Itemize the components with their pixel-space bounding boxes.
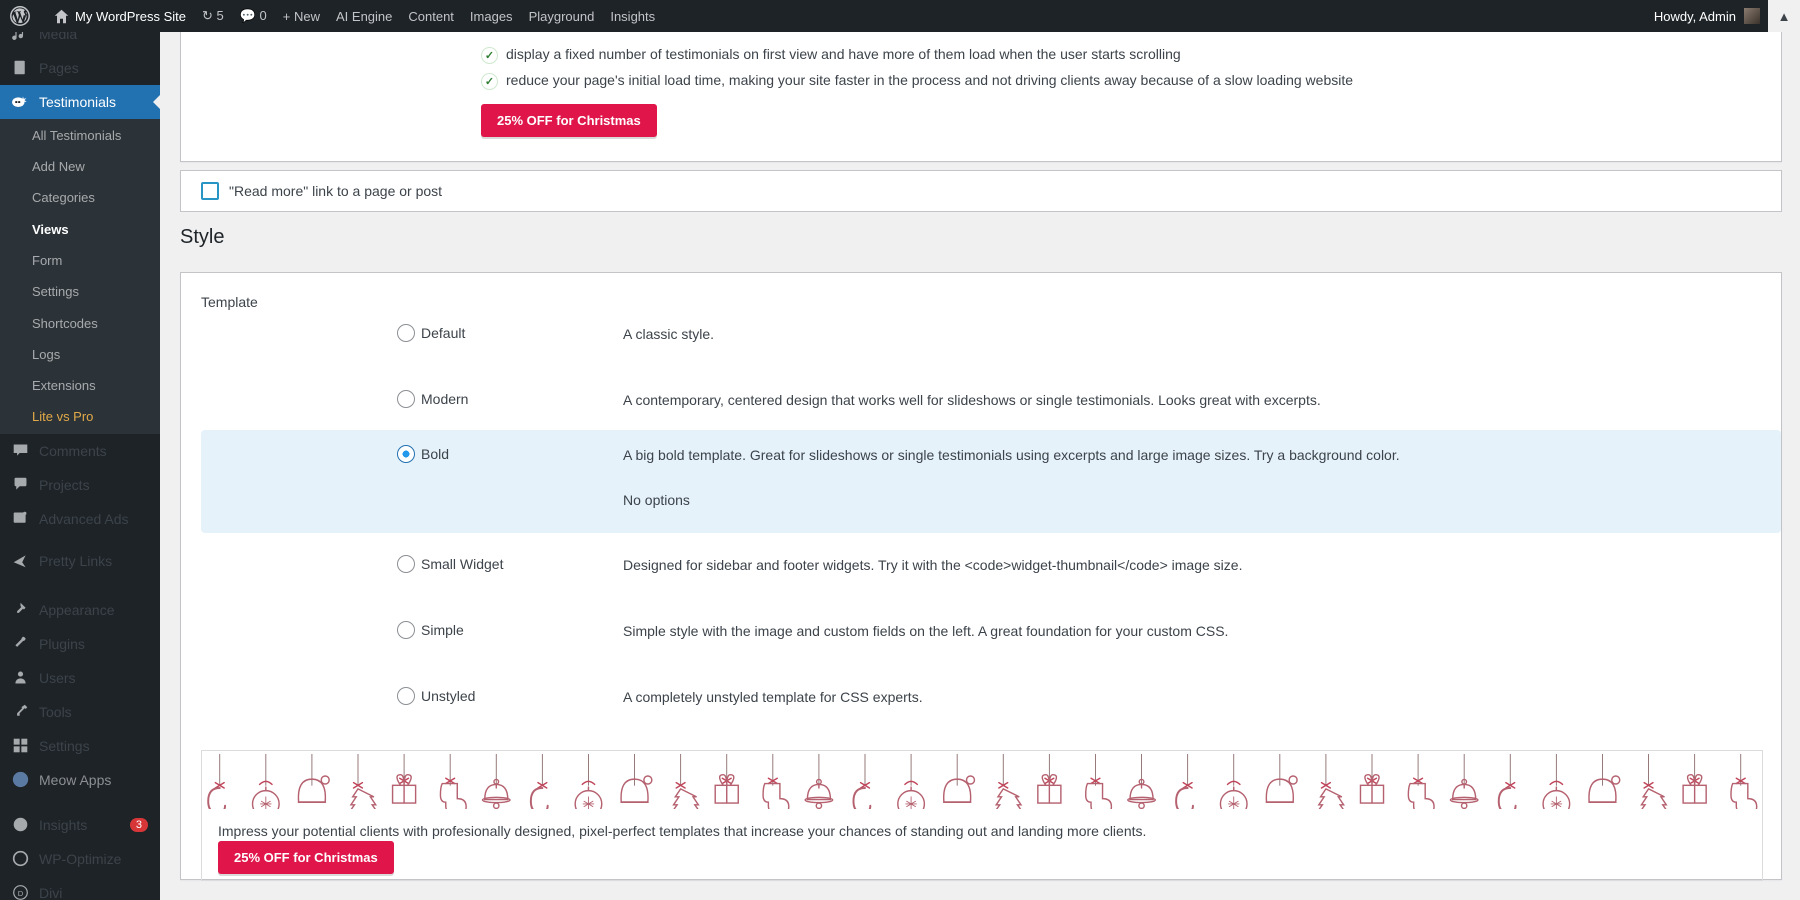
svg-text:D: D [18,889,24,898]
